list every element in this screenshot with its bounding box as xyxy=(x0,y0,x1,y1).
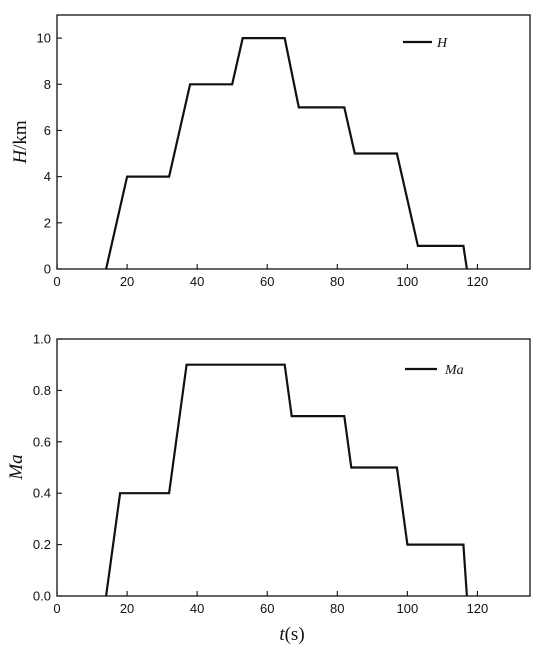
legend-label-H: H xyxy=(436,36,448,51)
legend-label-Ma: Ma xyxy=(444,363,464,378)
y-axis-label: Ma xyxy=(6,454,27,480)
x-axis-label-main: t xyxy=(279,624,285,645)
plot-frame xyxy=(56,338,531,597)
y-tick-label: 10 xyxy=(37,31,51,46)
x-tick-label: 60 xyxy=(260,601,274,616)
y-tick-label: 2 xyxy=(44,215,51,230)
x-tick-label: 40 xyxy=(190,601,204,616)
y-tick-label: 4 xyxy=(44,169,51,184)
legend: H xyxy=(403,36,448,51)
x-ticks: 0 20 40 60 80 100 120 xyxy=(53,591,488,616)
y-tick-label: 0 xyxy=(44,262,51,277)
y-tick-label: 8 xyxy=(44,77,51,92)
y-axis-label-main: Ma xyxy=(6,454,27,480)
legend: Ma xyxy=(405,363,464,378)
x-axis-label-unit: (s) xyxy=(285,624,305,645)
x-axis-label: t(s) xyxy=(279,624,304,645)
y-tick-label: 6 xyxy=(44,123,51,138)
x-tick-label: 20 xyxy=(120,601,134,616)
altitude-chart: 0 20 40 60 80 100 120 0 2 4 6 8 10 H H/km xyxy=(10,14,531,289)
mach-chart: 0 20 40 60 80 100 120 0.0 0.2 0.4 0.6 0.8 1.0 Ma Ma… xyxy=(6,332,531,645)
x-tick-label: 0 xyxy=(53,274,60,289)
plot-frame xyxy=(56,14,531,270)
x-tick-label: 60 xyxy=(260,274,274,289)
y-tick-label: 0.2 xyxy=(33,537,51,552)
x-tick-label: 0 xyxy=(53,601,60,616)
x-tick-label: 120 xyxy=(467,601,489,616)
x-tick-label: 40 xyxy=(190,274,204,289)
x-tick-label: 80 xyxy=(330,601,344,616)
series-line-Ma xyxy=(105,363,468,597)
y-tick-label: 0.8 xyxy=(33,383,51,398)
series-line-H xyxy=(105,37,468,270)
y-tick-label: 0.4 xyxy=(33,486,51,501)
y-tick-label: 1.0 xyxy=(33,332,51,347)
y-axis-label: H/km xyxy=(10,120,31,165)
y-ticks: 0.0 0.2 0.4 0.6 0.8 1.0 xyxy=(33,332,62,604)
y-axis-label-unit: /km xyxy=(10,120,31,150)
y-tick-label: 0.0 xyxy=(33,589,51,604)
y-axis-label-main: H xyxy=(10,149,31,165)
y-tick-label: 0.6 xyxy=(33,434,51,449)
x-tick-label: 80 xyxy=(330,274,344,289)
x-ticks: 0 20 40 60 80 100 120 xyxy=(53,264,488,289)
y-ticks: 0 2 4 6 8 10 xyxy=(37,31,62,277)
x-tick-label: 100 xyxy=(397,274,419,289)
x-tick-label: 20 xyxy=(120,274,134,289)
x-tick-label: 100 xyxy=(397,601,419,616)
x-tick-label: 120 xyxy=(467,274,489,289)
